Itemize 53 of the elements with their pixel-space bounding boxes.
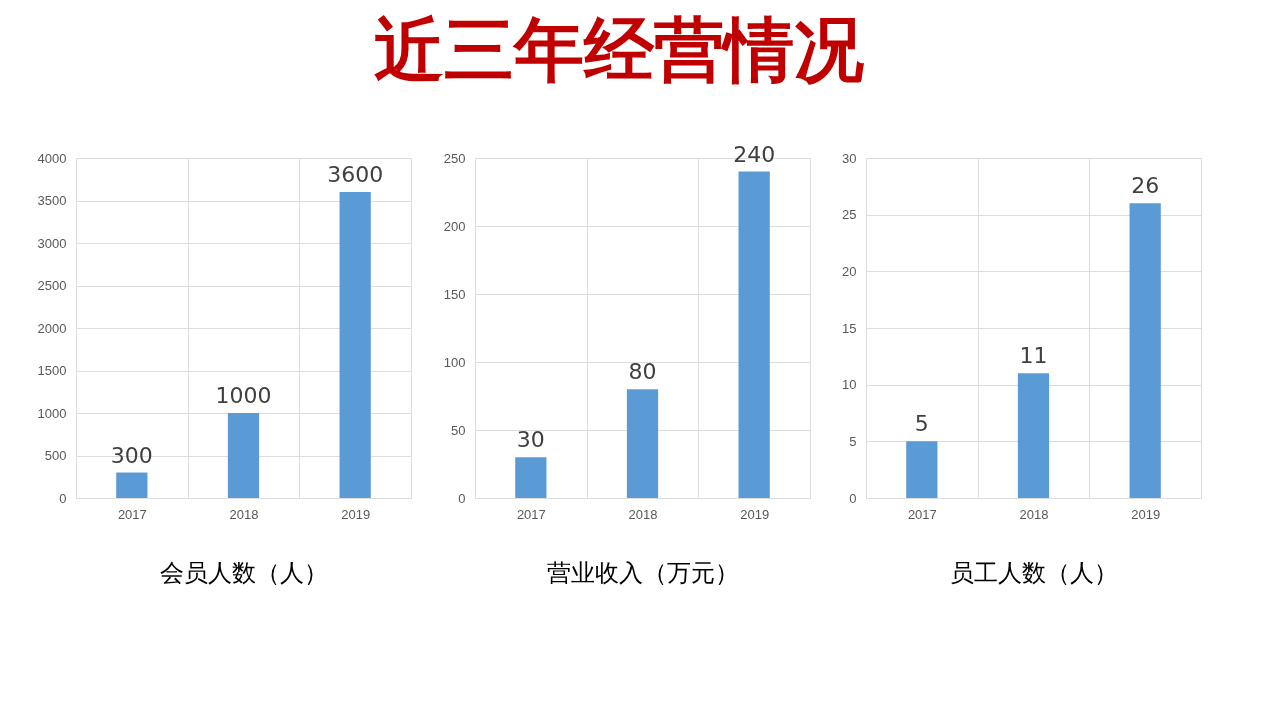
x-tick-label: 2018	[1019, 506, 1049, 522]
data-label: 240	[733, 141, 776, 167]
data-label: 300	[110, 442, 153, 468]
y-tick-label: 100	[443, 354, 466, 370]
x-axis-title: 营业收入（万元）	[547, 558, 739, 586]
y-tick-label: 5	[849, 433, 857, 449]
bar	[339, 192, 371, 498]
data-label: 1000	[215, 383, 272, 408]
y-tick-label: 0	[458, 490, 466, 506]
y-tick-label: 10	[842, 377, 857, 393]
data-label: 3600	[327, 162, 384, 187]
data-label: 11	[1019, 343, 1048, 369]
y-tick-label: 3000	[37, 235, 67, 251]
x-tick-label: 2019	[341, 506, 371, 522]
bar	[1017, 373, 1050, 498]
data-label: 80	[628, 359, 657, 385]
y-tick-label: 3500	[37, 193, 67, 208]
y-tick-label: 0	[849, 490, 857, 506]
y-tick-label: 2500	[37, 278, 67, 293]
y-tick-label: 500	[44, 448, 67, 463]
y-tick-label: 15	[842, 320, 857, 336]
y-tick-label: 2000	[37, 320, 67, 336]
data-label: 26	[1131, 173, 1160, 199]
y-tick-label: 150	[443, 286, 466, 302]
x-tick-label: 2017	[516, 506, 546, 522]
y-tick-label: 1000	[37, 405, 67, 421]
y-tick-label: 30	[842, 150, 857, 166]
y-tick-label: 250	[443, 150, 466, 166]
y-tick-label: 50	[451, 422, 466, 438]
data-label: 30	[516, 427, 545, 453]
x-axis-title: 会员人数（人）	[160, 558, 328, 586]
bar	[227, 413, 260, 498]
bar	[906, 441, 938, 498]
y-tick-label: 0	[59, 490, 67, 506]
y-tick-label: 1500	[37, 363, 67, 378]
bar	[515, 457, 547, 498]
x-tick-label: 2019	[1131, 506, 1161, 522]
bar	[1129, 203, 1161, 498]
x-tick-label: 2018	[628, 506, 658, 522]
x-tick-label: 2018	[229, 506, 259, 522]
chart-title: 近三年经营情况	[374, 9, 865, 92]
y-tick-label: 20	[842, 263, 857, 279]
x-tick-label: 2017	[907, 506, 937, 522]
x-axis-title: 员工人数（人）	[950, 558, 1118, 586]
data-label: 5	[914, 411, 929, 437]
bar	[116, 472, 148, 498]
y-tick-label: 25	[842, 207, 857, 223]
y-tick-label: 200	[443, 218, 466, 234]
x-tick-label: 2017	[117, 506, 147, 522]
y-tick-label: 4000	[37, 150, 67, 166]
bar	[738, 171, 770, 498]
x-tick-label: 2019	[740, 506, 770, 522]
bar	[626, 389, 659, 498]
